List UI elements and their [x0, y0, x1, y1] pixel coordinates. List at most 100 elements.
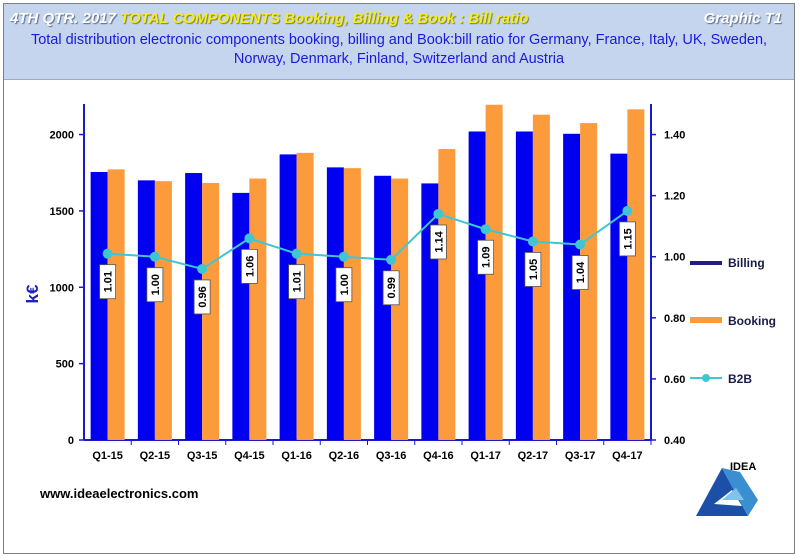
- b2b-point: [386, 254, 397, 265]
- bar-billing: [610, 153, 628, 441]
- bar-booking: [249, 178, 267, 440]
- y-axis-label: k€: [23, 284, 42, 303]
- b2b-point: [338, 251, 349, 262]
- bar-billing: [185, 173, 203, 441]
- b2b-point: [433, 208, 444, 219]
- b2b-data-label: 1.04: [571, 255, 589, 290]
- bar-billing: [90, 171, 108, 441]
- b2b-point: [291, 248, 302, 259]
- legend-label-billing: Billing: [728, 256, 765, 270]
- legend-label-b2b: B2B: [728, 372, 752, 386]
- b2b-data-label: 1.15: [618, 221, 636, 257]
- x-tick-label: Q1-15: [92, 450, 123, 462]
- x-tick-label: Q4-15: [234, 450, 265, 462]
- b2b-data-label: 1.14: [429, 224, 447, 260]
- y2-tick-label: 1.00: [664, 252, 685, 264]
- x-tick-label: Q3-15: [187, 450, 218, 462]
- y2-tick-label: 0.40: [664, 435, 685, 447]
- b2b-label-text: 0.96: [197, 286, 209, 307]
- x-tick-label: Q2-15: [140, 450, 171, 462]
- b2b-label-box: [429, 224, 447, 260]
- b2b-label-text: 0.99: [386, 277, 398, 298]
- b2b-point: [149, 251, 160, 262]
- bar-billing: [374, 175, 392, 441]
- chart-title: 4TH QTR. 2017 TOTAL COMPONENTS Booking, …: [10, 10, 528, 27]
- b2b-label-box: [193, 279, 211, 315]
- b2b-label-box: [524, 252, 542, 287]
- title-period: 4TH QTR. 2017: [10, 10, 116, 27]
- bar-booking: [580, 123, 598, 440]
- header-banner: 4TH QTR. 2017 TOTAL COMPONENTS Booking, …: [4, 4, 794, 80]
- b2b-label-text: 1.15: [622, 228, 634, 249]
- y-tick-label: 2000: [50, 130, 74, 142]
- x-tick-label: Q3-17: [565, 450, 596, 462]
- x-tick-label: Q3-16: [376, 450, 407, 462]
- idea-logo: IDEA: [696, 461, 758, 516]
- y-tick-label: 1500: [50, 206, 74, 218]
- b2b-label-text: 1.01: [103, 271, 115, 292]
- b2b-label-box: [240, 248, 258, 284]
- b2b-point: [197, 263, 208, 274]
- website-link[interactable]: www.ideaelectronics.com: [40, 486, 199, 501]
- b2b-data-label: 0.99: [382, 270, 400, 306]
- y2-tick-label: 0.80: [664, 313, 685, 325]
- bar-booking: [485, 104, 503, 440]
- logo-text: IDEA: [730, 461, 756, 473]
- b2b-point: [527, 236, 538, 247]
- x-tick-label: Q1-17: [470, 450, 501, 462]
- bar-billing: [137, 180, 155, 440]
- bar-billing: [563, 133, 581, 441]
- y2-tick-label: 1.40: [664, 130, 685, 142]
- b2b-data-label: 1.06: [240, 248, 258, 284]
- bar-billing: [232, 192, 250, 440]
- bar-booking: [438, 149, 456, 440]
- b2b-point: [244, 233, 255, 244]
- bar-booking: [391, 178, 409, 440]
- b2b-label-box: [335, 267, 353, 303]
- y2-tick-label: 1.20: [664, 191, 685, 203]
- b2b-label-text: 1.04: [575, 261, 587, 283]
- b2b-label-box: [477, 239, 495, 275]
- b2b-data-label: 1.09: [477, 239, 495, 275]
- bar-booking: [107, 169, 125, 440]
- bar-booking: [296, 152, 314, 440]
- y-tick-label: 0: [68, 435, 74, 447]
- graphic-tag: Graphic T1: [703, 10, 782, 27]
- bar-billing: [468, 131, 486, 440]
- b2b-label-text: 1.00: [339, 274, 351, 295]
- y-tick-label: 500: [56, 359, 74, 371]
- b2b-label-text: 1.09: [481, 247, 493, 268]
- bar-booking: [202, 182, 220, 440]
- b2b-label-box: [146, 267, 164, 303]
- bar-booking: [532, 114, 550, 440]
- b2b-label-box: [99, 264, 117, 300]
- x-tick-label: Q2-17: [518, 450, 549, 462]
- b2b-point: [622, 205, 633, 216]
- legend-swatch-booking: [690, 317, 722, 323]
- b2b-label-box: [618, 221, 636, 257]
- b2b-label-box: [571, 255, 589, 290]
- subtitle-line-1: Total distribution electronic components…: [30, 32, 768, 48]
- bar-billing: [326, 167, 344, 440]
- b2b-data-label: 1.00: [146, 267, 164, 303]
- b2b-line: [107, 210, 628, 271]
- bar-booking: [343, 168, 361, 441]
- b2b-data-label: 1.05: [524, 252, 542, 287]
- b2b-data-label: 1.01: [99, 264, 117, 300]
- b2b-data-label: 0.96: [193, 279, 211, 315]
- y-tick-label: 1000: [50, 282, 74, 294]
- x-tick-label: Q4-17: [612, 450, 643, 462]
- x-tick-label: Q4-16: [423, 450, 454, 462]
- title-topic: TOTAL COMPONENTS Booking, Billing & Book…: [120, 10, 529, 27]
- b2b-point: [102, 248, 113, 259]
- b2b-label-box: [288, 264, 306, 300]
- b2b-point: [480, 224, 491, 235]
- b2b-label-text: 1.06: [244, 256, 256, 277]
- y2-tick-label: 0.60: [664, 374, 685, 386]
- subtitle-line-2: Norway, Denmark, Finland, Switzerland an…: [233, 51, 565, 67]
- legend-label-booking: Booking: [728, 314, 776, 328]
- bar-booking: [154, 181, 172, 441]
- x-tick-label: Q1-16: [281, 450, 312, 462]
- b2b-label-text: 1.00: [150, 274, 162, 295]
